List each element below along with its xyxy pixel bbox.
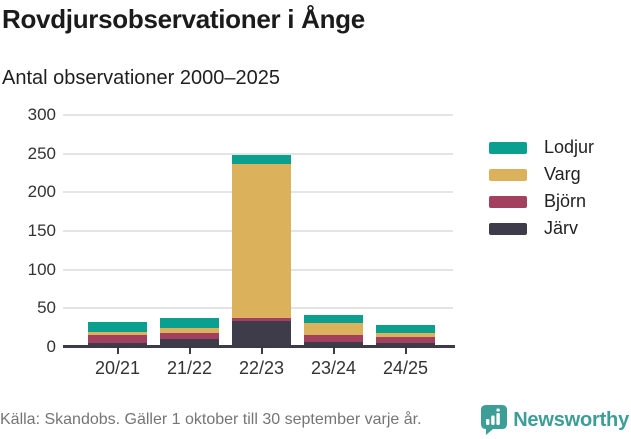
bar-23/24 (304, 315, 363, 347)
segment-järv-23/24 (304, 341, 363, 347)
x-tick-22/23 (260, 348, 263, 354)
x-tick-label-21/22: 21/22 (166, 358, 213, 378)
x-tick-21/22 (188, 348, 191, 354)
legend-item-björn: Björn (489, 188, 594, 215)
segment-lodjur-24/25 (376, 324, 435, 334)
newsworthy-bubble-chart-icon (481, 405, 508, 435)
y-tick-label-50: 50 (37, 298, 56, 318)
x-tick-23/24 (332, 348, 335, 354)
legend-item-lodjur: Lodjur (489, 134, 594, 161)
bar-20/21 (88, 321, 147, 347)
segment-varg-23/24 (304, 323, 363, 336)
segment-lodjur-21/22 (160, 317, 219, 329)
newsworthy-wordmark: Newsworthy (513, 408, 629, 431)
x-tick-24/25 (404, 348, 407, 354)
y-tick-label-200: 200 (27, 182, 56, 202)
segment-björn-23/24 (304, 335, 363, 342)
gridline-300 (63, 114, 453, 116)
chart-legend: Lodjur Varg Björn Järv (489, 134, 594, 242)
segment-varg-21/22 (160, 328, 219, 334)
y-tick-label-100: 100 (27, 259, 56, 279)
legend-item-järv: Järv (489, 215, 594, 242)
legend-label-varg: Varg (544, 164, 581, 184)
segment-varg-22/23 (232, 163, 291, 318)
segment-lodjur-20/21 (88, 321, 147, 332)
x-tick-label-22/23: 22/23 (238, 358, 285, 378)
newsworthy-logo[interactable]: Newsworthy (481, 405, 629, 435)
segment-björn-20/21 (88, 335, 147, 344)
y-axis-labels: 0 50 100 150 200 250 300 (0, 0, 56, 439)
segment-björn-24/25 (376, 336, 435, 344)
legend-label-lodjur: Lodjur (544, 137, 595, 157)
x-tick-20/21 (116, 348, 119, 354)
x-tick-label-24/25: 24/25 (382, 358, 429, 378)
segment-varg-20/21 (88, 331, 147, 336)
plot-area: 20/21 21/22 22/23 23/24 24/25 (63, 114, 455, 378)
legend-swatch-björn (489, 195, 527, 208)
page-title: Rovdjursobservationer i Ånge (2, 4, 365, 34)
segment-björn-21/22 (160, 333, 219, 339)
chart-subtitle: Antal observationer 2000–2025 (2, 67, 280, 89)
legend-item-varg: Varg (489, 161, 594, 188)
source-note: Källa: Skandobs. Gäller 1 oktober till 3… (0, 411, 422, 428)
segment-järv-22/23 (232, 321, 291, 347)
legend-label-björn: Björn (544, 191, 587, 211)
bar-21/22 (160, 317, 219, 347)
segment-varg-24/25 (376, 333, 435, 337)
gridline-250 (63, 152, 453, 155)
segment-lodjur-23/24 (304, 315, 363, 324)
x-tick-label-20/21: 20/21 (94, 358, 141, 378)
bar-24/25 (376, 324, 435, 347)
footer: Källa: Skandobs. Gäller 1 oktober till 3… (0, 405, 629, 435)
legend-label-järv: Järv (544, 218, 579, 238)
legend-swatch-järv (489, 222, 527, 235)
y-tick-label-250: 250 (27, 143, 56, 163)
y-tick-label-300: 300 (27, 105, 56, 124)
legend-swatch-lodjur (489, 141, 527, 154)
legend-swatch-varg (489, 168, 527, 181)
y-tick-label-150: 150 (27, 221, 56, 240)
x-axis-line (63, 345, 455, 348)
y-tick-label-0: 0 (46, 337, 56, 356)
segment-järv-21/22 (160, 338, 219, 347)
x-tick-label-23/24: 23/24 (310, 358, 357, 378)
segment-lodjur-22/23 (232, 155, 291, 164)
bar-22/23 (232, 155, 291, 347)
segment-björn-22/23 (232, 317, 291, 322)
